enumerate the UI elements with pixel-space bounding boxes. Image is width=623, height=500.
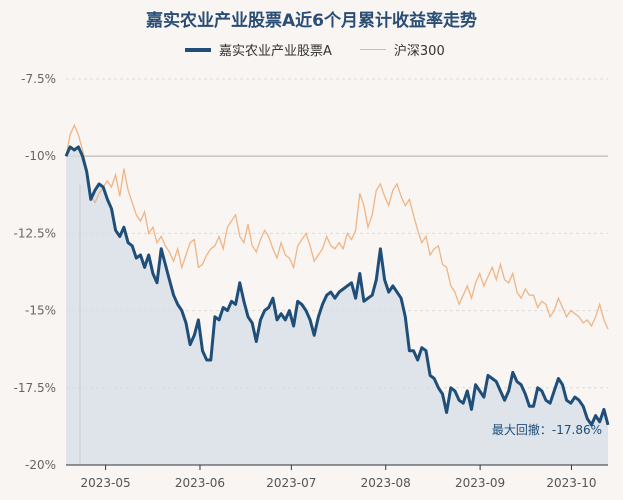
axes: -7.5% -10% -12.5% -15% -17.5% -20% 2023-05 2023… (14, 72, 608, 490)
annotations: 最大回撤：-17.86% (492, 422, 602, 437)
series-lines (64, 123, 610, 427)
series-line-index (65, 123, 609, 330)
x-tick-label: 2023-09 (455, 476, 505, 490)
legend-label-index: 沪深300 (393, 44, 445, 59)
legend-item-index: 沪深300 (359, 40, 445, 59)
legend-label-fund: 嘉实农业产业股票A (219, 44, 332, 59)
y-tick-label: -10% (25, 149, 56, 163)
y-tick-label: -17.5% (14, 381, 56, 395)
x-tick-label: 2023-10 (546, 476, 596, 490)
x-tick-label: 2023-06 (175, 476, 225, 490)
legend-swatch-fund (185, 47, 211, 52)
y-tick-label: -7.5% (21, 72, 56, 86)
legend: 嘉实农业产业股票A 沪深300 (185, 40, 473, 59)
y-tick-label: -20% (25, 458, 56, 472)
legend-swatch-index (359, 49, 386, 50)
y-tick-label: -15% (25, 304, 56, 318)
x-tick-label: 2023-08 (361, 476, 411, 490)
fund-area-fill (66, 146, 608, 465)
x-tick-label: 2023-07 (266, 476, 316, 490)
fund-area (66, 146, 608, 465)
x-tick-label: 2023-05 (81, 476, 131, 490)
legend-item-fund: 嘉实农业产业股票A (185, 40, 332, 59)
max-drawdown-label: 最大回撤：-17.86% (492, 422, 602, 437)
chart-title: 嘉实农业产业股票A近6个月累计收益率走势 (146, 11, 477, 31)
series-line-fund (64, 145, 610, 427)
y-tick-label: -12.5% (14, 226, 56, 240)
